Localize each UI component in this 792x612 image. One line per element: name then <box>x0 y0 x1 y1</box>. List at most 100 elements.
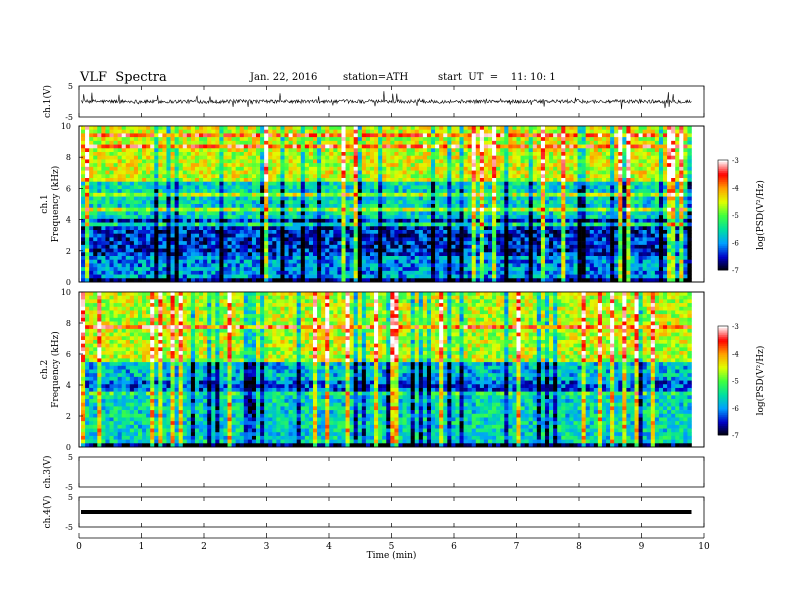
spectrogram-cell <box>129 181 135 186</box>
spectrogram-cell <box>638 163 643 168</box>
spectrogram-cell <box>97 200 102 205</box>
spectrogram-cell <box>280 133 285 138</box>
spectrogram-cell <box>280 218 285 223</box>
spectrogram-cell <box>125 241 131 246</box>
spectrogram-cell <box>630 226 635 231</box>
spectrogram-cell <box>426 200 432 205</box>
spectrogram-cell <box>186 196 192 201</box>
spectrogram-cell <box>398 207 403 212</box>
spectrogram-cell <box>337 192 342 197</box>
spectrogram-cell <box>190 204 196 209</box>
spectrogram-cell <box>618 148 623 153</box>
spectrogram-cell <box>451 226 456 231</box>
spectrogram-cell <box>341 196 346 201</box>
spectrogram-cell <box>540 226 546 231</box>
spectrogram-cell <box>97 226 102 231</box>
spectrogram-cell <box>369 178 375 183</box>
spectrogram-cell <box>679 237 684 242</box>
spectrogram-cell <box>439 196 444 201</box>
spectrogram-cell <box>133 181 139 186</box>
spectrogram-cell <box>85 189 90 194</box>
spectrogram-cell <box>239 218 245 223</box>
spectrogram-cell <box>402 163 407 168</box>
spectrogram-cell <box>508 230 513 235</box>
spectrogram-cell <box>606 200 611 205</box>
spectrogram-cell <box>272 144 277 149</box>
spectrogram-cell <box>296 211 302 216</box>
spectrogram-cell <box>488 196 493 201</box>
spectrogram-cell <box>117 218 122 223</box>
spectrogram-cell <box>203 148 208 153</box>
spectrogram-cell <box>504 174 509 179</box>
spectrogram-cell <box>553 244 558 249</box>
spectrogram-cell <box>264 192 269 197</box>
spectrogram-cell <box>235 166 241 171</box>
spectrogram-cell <box>459 211 464 216</box>
spectrogram-cell <box>105 152 110 157</box>
spectrogram-cell <box>601 185 607 190</box>
spectrogram-cell <box>606 196 611 201</box>
spectrogram-cell <box>121 152 127 157</box>
spectrogram-cell <box>329 222 334 227</box>
spectrogram-cell <box>606 159 611 164</box>
spectrogram-cell <box>512 244 517 249</box>
spectrogram-cell <box>317 207 322 212</box>
spectrogram-cell <box>532 189 538 194</box>
spectrogram-cell <box>524 181 529 186</box>
spectrogram-cell <box>398 204 403 209</box>
spectrogram-cell <box>540 137 546 142</box>
spectrogram-cell <box>272 185 277 190</box>
spectrogram-cell <box>398 233 403 238</box>
spectrogram-cell <box>422 222 428 227</box>
spectrogram-cell <box>337 129 342 134</box>
spectrogram-cell <box>133 148 139 153</box>
spectrogram-cell <box>483 226 489 231</box>
spectrogram-cell <box>317 211 322 216</box>
spectrogram-cell <box>166 137 171 142</box>
spectrogram-cell <box>113 163 118 168</box>
spectrogram-cell <box>194 226 200 231</box>
spectrogram-cell <box>573 129 578 134</box>
spectrogram-cell <box>654 126 660 131</box>
spectrogram-cell <box>361 215 367 220</box>
spectrogram-cell <box>557 241 562 246</box>
spectrogram-cell <box>610 244 615 249</box>
spectrogram-cell <box>492 215 497 220</box>
spectrogram-cell <box>528 207 534 212</box>
spectrogram-cell <box>630 144 635 149</box>
spectrogram-cell <box>435 200 440 205</box>
spectrogram-cell <box>308 148 314 153</box>
spectrogram-cell <box>394 155 399 160</box>
spectrogram-cell <box>422 137 428 142</box>
spectrogram-cell <box>89 166 94 171</box>
spectrogram-cell <box>260 181 265 186</box>
spectrogram-cell <box>589 170 595 175</box>
spectrogram-cell <box>394 241 399 246</box>
spectrogram-cell <box>190 207 196 212</box>
spectrogram-cell <box>532 126 538 131</box>
spectrogram-cell <box>569 155 574 160</box>
spectrogram-cell <box>186 204 192 209</box>
spectrogram-cell <box>386 181 391 186</box>
spectrogram-cell <box>471 155 477 160</box>
spectrogram-cell <box>117 163 122 168</box>
spectrogram-cell <box>593 144 599 149</box>
spectrogram-cell <box>349 230 354 235</box>
spectrogram-cell <box>414 163 420 168</box>
spectrogram-cell <box>601 215 607 220</box>
spectrogram-cell <box>671 155 676 160</box>
spectrogram-cell <box>101 148 106 153</box>
spectrogram-cell <box>186 148 192 153</box>
spectrogram-cell <box>199 196 204 201</box>
spectrogram-cell <box>622 163 627 168</box>
spectrogram-cell <box>406 230 411 235</box>
spectrogram-cell <box>325 163 330 168</box>
spectrogram-cell <box>170 126 175 131</box>
spectrogram-cell <box>109 137 114 142</box>
spectrogram-cell <box>353 237 359 242</box>
spectrogram-cell <box>463 155 468 160</box>
spectrogram-cell <box>190 152 196 157</box>
spectrogram-cell <box>268 226 273 231</box>
spectrogram-cell <box>414 170 420 175</box>
spectrogram-cell <box>683 129 688 134</box>
